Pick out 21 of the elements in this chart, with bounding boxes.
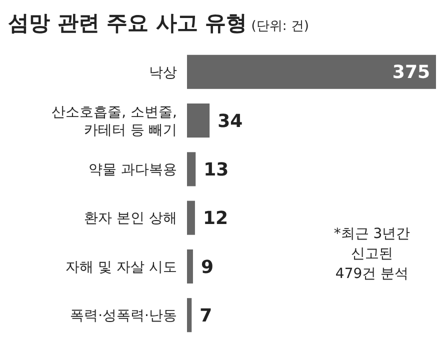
data-label: 12 [202, 208, 228, 230]
chart-subtitle: (단위: 건) [251, 19, 309, 34]
annotation: *최근 3년간 신고된 479건 분석 [334, 226, 410, 282]
data-label: 34 [218, 110, 243, 132]
data-label: 13 [204, 159, 229, 180]
data-label: 9 [200, 256, 214, 278]
data-label: 7 [200, 305, 212, 326]
y-tick-label: 폭력·성폭력·난동 [70, 308, 177, 324]
bar [187, 104, 210, 138]
y-tick-label: 산소호흡줄, 소변줄, 카테터 등 빼기 [52, 104, 177, 138]
bar [187, 200, 195, 235]
data-label: 375 [392, 62, 430, 84]
y-tick-label: 낙상 [149, 64, 177, 81]
bar [187, 152, 196, 186]
bar [187, 249, 193, 284]
bar [187, 298, 192, 332]
y-tick-label: 자해 및 자살 시도 [66, 259, 177, 276]
bar [187, 54, 436, 89]
y-tick-label: 약물 과다복용 [88, 162, 177, 178]
chart-title: 섬망 관련 주요 사고 유형 [8, 11, 248, 35]
y-tick-label: 환자 본인 상해 [84, 210, 177, 227]
